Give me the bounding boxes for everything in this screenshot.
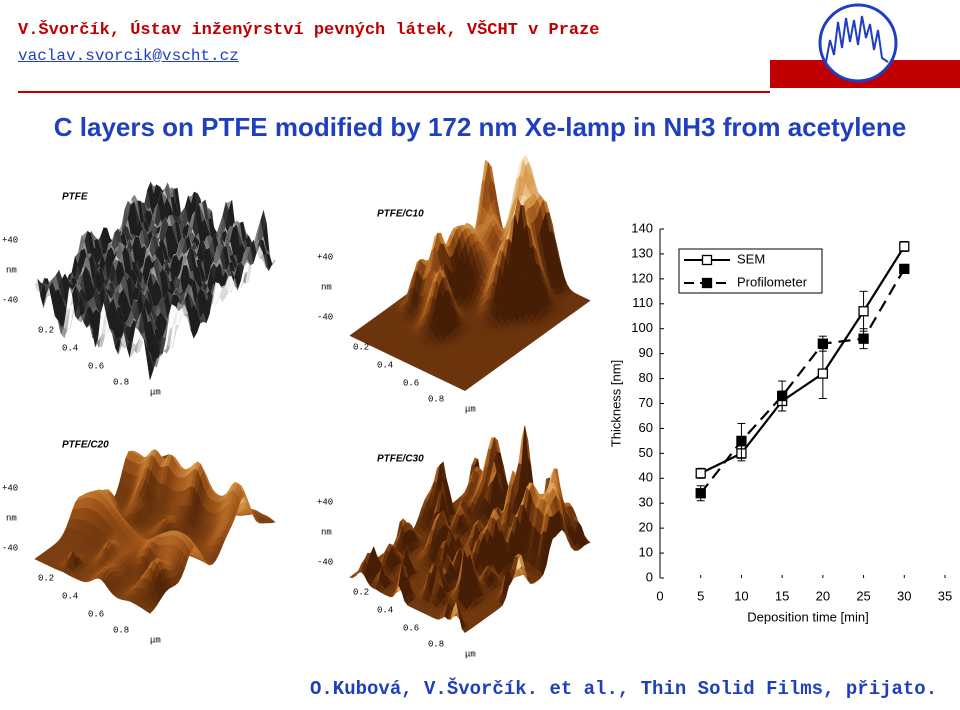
afm-x-label: 0.2 xyxy=(38,573,54,583)
afm-z-label: +40 xyxy=(2,483,18,493)
afm-x-label: 0.4 xyxy=(377,360,393,370)
afm-label: PTFE/C20 xyxy=(62,440,109,451)
afm-z-label: nm xyxy=(321,282,332,292)
afm-z-label: +40 xyxy=(2,235,18,245)
afm-x-label: 0.6 xyxy=(88,361,104,371)
afm-z-label: +40 xyxy=(317,252,333,262)
afm-unit: μm xyxy=(465,404,476,414)
afm-z-label: -40 xyxy=(317,312,333,322)
afm-z-label: nm xyxy=(6,513,17,523)
afm-x-label: 0.8 xyxy=(113,377,129,387)
afm-x-label: 0.4 xyxy=(62,591,78,601)
afm-z-label: nm xyxy=(6,265,17,275)
afm-image: PTFE +40 nm -40 0.2 0.4 0.6 0.8 μm xyxy=(2,183,275,398)
afm-x-label: 0.8 xyxy=(428,394,444,404)
afm-x-label: 0.4 xyxy=(62,343,78,353)
afm-z-label: -40 xyxy=(2,543,18,553)
afm-x-label: 0.2 xyxy=(38,325,54,335)
afm-image: PTFE/C10 +40 nm -40 0.2 0.4 0.6 0.8 μm xyxy=(317,156,590,415)
afm-x-label: 0.6 xyxy=(88,609,104,619)
afm-x-label: 0.2 xyxy=(353,342,369,352)
afm-label: PTFE/C10 xyxy=(377,209,424,220)
afm-x-label: 0.8 xyxy=(113,625,129,635)
afm-unit: μm xyxy=(150,635,161,645)
afm-image: PTFE/C20 +40 nm -40 0.2 0.4 0.6 0.8 μm xyxy=(2,440,275,646)
afm-x-label: 0.6 xyxy=(403,378,419,388)
afm-z-label: -40 xyxy=(2,295,18,305)
afm-label: PTFE xyxy=(62,192,88,203)
afm-unit: μm xyxy=(150,387,161,397)
afm-image: PTFE/C30+40nm-400.20.40.60.8μm xyxy=(317,426,590,659)
